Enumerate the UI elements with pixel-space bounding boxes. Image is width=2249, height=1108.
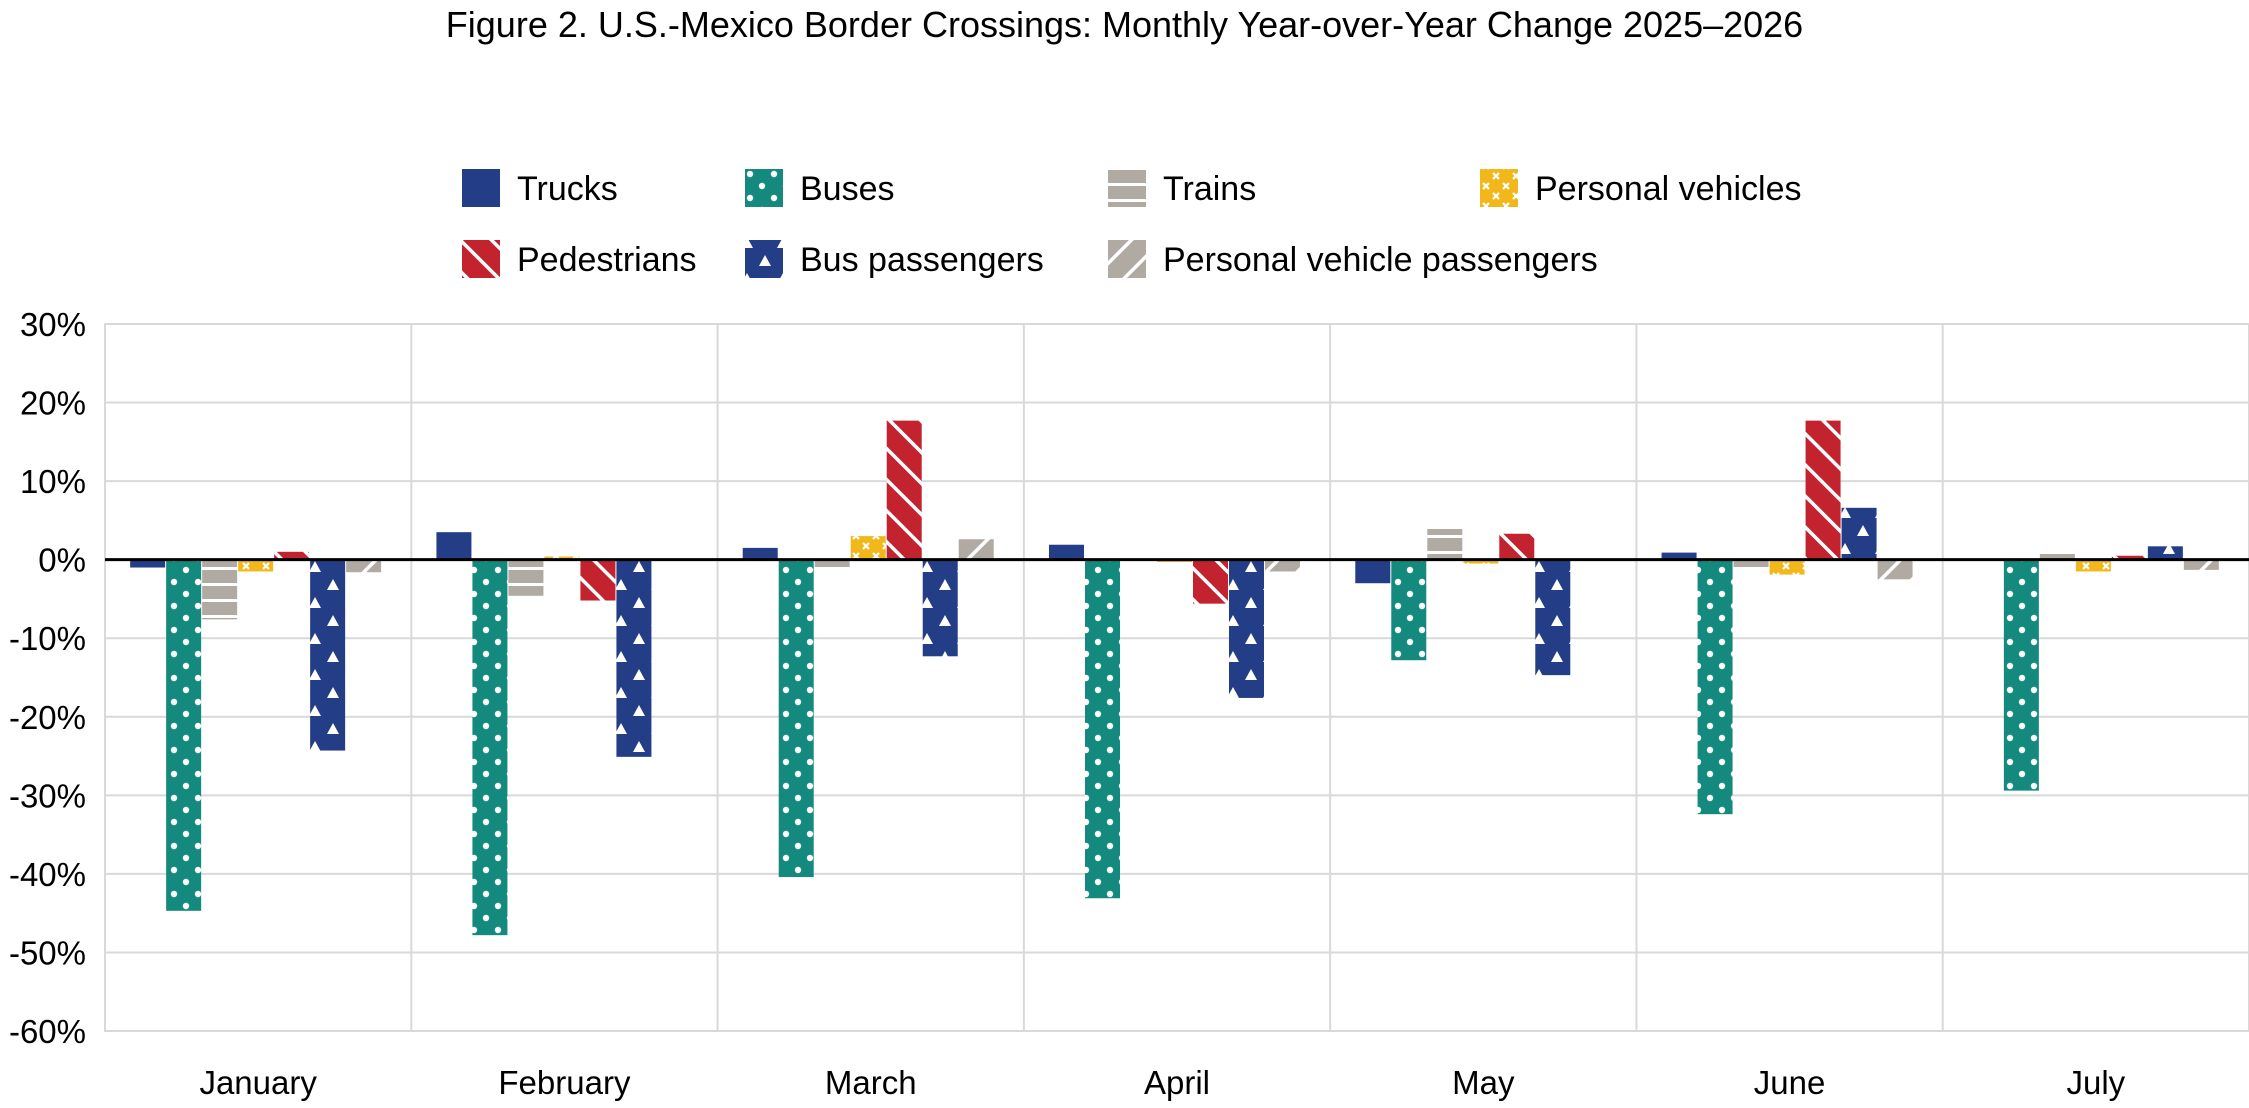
bar-bus-passengers-may <box>1535 559 1571 676</box>
bar-personal-vehicles-june <box>1769 559 1805 575</box>
bar-bus-passengers-february <box>616 559 652 757</box>
y-tick-label: 30% <box>20 306 86 343</box>
legend-label: Trains <box>1163 170 1256 208</box>
legend-swatch <box>745 240 783 278</box>
legend-swatch <box>1108 240 1146 278</box>
bar-trains-july <box>2039 553 2075 560</box>
bars-layer <box>130 420 2219 936</box>
legend-item-bus-passengers: Bus passengers <box>745 240 1044 279</box>
bar-trains-march <box>814 559 850 568</box>
bar-trucks-june <box>1661 552 1697 560</box>
bar-bus-passengers-january <box>310 559 346 751</box>
bar-pedestrians-may <box>1499 533 1535 560</box>
bar-personal-vehicle-passengers-march <box>958 539 994 560</box>
bar-bus-passengers-july <box>2147 546 2183 560</box>
bar-pedestrians-april <box>1193 559 1228 604</box>
y-tick-label: -50% <box>9 934 86 971</box>
bar-buses-july <box>2003 559 2039 791</box>
bar-personal-vehicles-january <box>238 559 274 572</box>
x-tick-label: March <box>825 1064 917 1101</box>
legend-swatch <box>1108 169 1146 207</box>
x-tick-label: February <box>498 1064 631 1101</box>
y-tick-label: 0% <box>38 542 86 579</box>
bar-personal-vehicle-passengers-january <box>346 559 382 573</box>
legend-label: Personal vehicles <box>1535 170 1801 208</box>
bar-trucks-march <box>742 547 778 560</box>
bar-buses-february <box>472 559 508 936</box>
legend: Trucks Buses Trains Personal vehicles Pedest… <box>462 169 1801 279</box>
bar-buses-january <box>166 559 202 911</box>
bar-personal-vehicles-july <box>2075 559 2111 572</box>
bar-bus-passengers-march <box>922 559 958 657</box>
bar-buses-march <box>778 559 814 878</box>
bar-personal-vehicles-february <box>544 556 580 560</box>
bar-pedestrians-june <box>1805 420 1841 560</box>
legend-swatch <box>462 169 500 207</box>
bar-pedestrians-january <box>274 551 310 560</box>
bar-buses-june <box>1697 559 1733 815</box>
legend-item-personal-vehicle-passengers: Personal vehicle passengers <box>1108 240 1598 279</box>
y-tick-label: -10% <box>9 620 86 657</box>
legend-item-personal-vehicles: Personal vehicles <box>1480 169 1801 208</box>
plot-frame <box>104 323 2249 1032</box>
legend-label: Personal vehicle passengers <box>1163 241 1598 279</box>
bar-trucks-february <box>436 532 472 560</box>
bar-pedestrians-march <box>886 420 922 560</box>
axis-layer: 30% 20% 10% 0% -10% -20% -30% -40% -50% -60% Janua… <box>9 306 2249 1101</box>
legend-swatch <box>745 169 783 207</box>
legend-item-trucks: Trucks <box>462 169 618 208</box>
x-tick-label: May <box>1452 1064 1515 1101</box>
bar-buses-may <box>1391 559 1427 661</box>
legend-item-buses: Buses <box>745 169 895 208</box>
bar-personal-vehicle-passengers-july <box>2183 559 2219 570</box>
y-tick-label: -60% <box>9 1013 86 1050</box>
y-tick-label: -20% <box>9 699 86 736</box>
bar-personal-vehicles-may <box>1463 559 1499 564</box>
bar-bus-passengers-june <box>1841 507 1877 560</box>
bar-trains-february <box>508 559 544 596</box>
bar-trains-january <box>202 559 238 620</box>
legend-swatch <box>462 240 500 278</box>
y-tick-label: 20% <box>20 385 86 422</box>
y-tick-label: 10% <box>20 463 86 500</box>
x-tick-label: January <box>199 1064 317 1101</box>
bar-pedestrians-july <box>2111 555 2147 560</box>
x-tick-label: June <box>1754 1064 1826 1101</box>
legend-label: Buses <box>800 170 895 208</box>
y-tick-label: -30% <box>9 777 86 814</box>
bar-bus-passengers-april <box>1229 559 1264 698</box>
legend-item-pedestrians: Pedestrians <box>462 240 697 279</box>
legend-item-trains: Trains <box>1108 169 1256 208</box>
chart-title: Figure 2. U.S.-Mexico Border Crossings: … <box>445 4 1804 45</box>
x-tick-label: July <box>2067 1064 2126 1101</box>
bar-trucks-january <box>130 559 166 568</box>
bar-trains-june <box>1733 559 1769 568</box>
bar-personal-vehicle-passengers-april <box>1265 559 1300 572</box>
x-tick-label: April <box>1144 1064 1210 1101</box>
bar-trucks-may <box>1355 559 1391 584</box>
y-tick-label: -40% <box>9 856 86 893</box>
bar-buses-april <box>1085 559 1120 899</box>
legend-swatch <box>1480 169 1518 207</box>
bar-trucks-april <box>1049 544 1084 560</box>
grid-layer <box>104 323 2249 1032</box>
legend-label: Pedestrians <box>517 241 697 279</box>
legend-label: Trucks <box>517 170 618 208</box>
bar-pedestrians-february <box>580 559 616 601</box>
bar-personal-vehicles-march <box>850 536 886 560</box>
bar-personal-vehicle-passengers-june <box>1877 559 1913 580</box>
legend-label: Bus passengers <box>800 241 1044 279</box>
bar-trains-may <box>1427 529 1463 560</box>
